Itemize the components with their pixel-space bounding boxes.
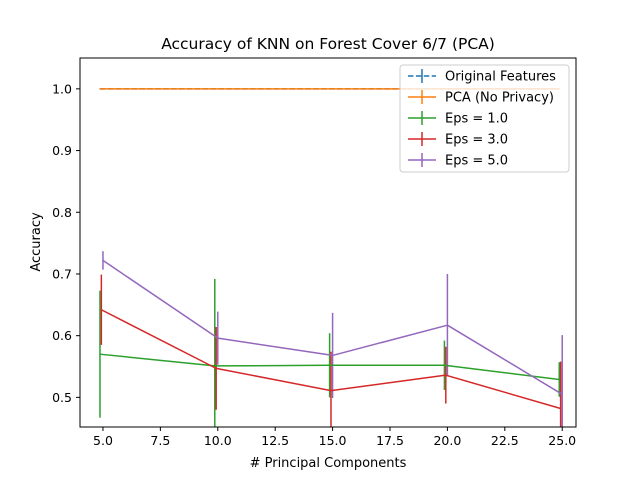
y-tick-label: 0.6: [52, 328, 72, 343]
x-tick-label: 7.5: [150, 433, 170, 448]
legend-label-eps-1-0: Eps = 1.0: [445, 112, 508, 127]
data-point-eps-3-0: [100, 309, 102, 311]
y-tick-label: 0.5: [52, 390, 72, 405]
data-point-eps-3-0: [215, 367, 217, 369]
y-tick-label: 1.0: [52, 81, 72, 96]
legend: Original Features PCA (No Privacy) Eps = 1…: [399, 64, 570, 173]
x-tick-label: 10.0: [204, 433, 232, 448]
y-axis-label: Accuracy: [29, 212, 44, 272]
x-axis-ticks: 5.0 7.5 10.0 12.5 15.0 17.5 20.0 22.5 25.0: [93, 427, 576, 448]
legend-label-pca-no-privacy: PCA (No Privacy): [445, 91, 554, 106]
legend-label-eps-3-0: Eps = 3.0: [445, 133, 508, 148]
data-point-eps-1-0: [329, 364, 331, 366]
x-tick-label: 5.0: [93, 433, 113, 448]
x-tick-label: 25.0: [548, 433, 576, 448]
x-tick-label: 15.0: [319, 433, 347, 448]
data-point-eps-1-0: [214, 365, 216, 367]
y-axis-ticks: 0.5 0.6 0.7 0.8 0.9 1.0: [52, 81, 80, 405]
y-tick-label: 0.8: [52, 205, 72, 220]
legend-label-eps-5-0: Eps = 5.0: [445, 154, 508, 169]
x-tick-label: 20.0: [433, 433, 461, 448]
data-point-eps-1-0: [99, 353, 101, 355]
data-point-eps-3-0: [560, 407, 562, 410]
data-point-pca-no-privacy: [99, 88, 101, 90]
x-tick-label: 17.5: [376, 433, 404, 448]
legend-label-original-features: Original Features: [445, 70, 556, 85]
data-point-eps-5-0: [446, 324, 449, 326]
data-point-eps-5-0: [331, 354, 334, 357]
data-point-eps-5-0: [102, 259, 104, 261]
data-point-eps-3-0: [445, 374, 447, 376]
data-point-eps-5-0: [217, 337, 219, 339]
data-point-eps-1-0: [558, 378, 560, 381]
data-point-pca-no-privacy: [329, 88, 331, 90]
legend-box: [399, 64, 570, 173]
data-point-eps-1-0: [443, 364, 446, 366]
y-tick-label: 0.7: [52, 266, 72, 281]
x-tick-label: 22.5: [491, 433, 519, 448]
data-point-eps-5-0: [561, 393, 563, 395]
chart-title: Accuracy of KNN on Forest Cover 6/7 (PCA…: [161, 35, 495, 53]
y-tick-label: 0.9: [52, 143, 72, 158]
plot-frame: [79, 57, 577, 428]
x-tick-label: 12.5: [261, 433, 289, 448]
data-point-eps-3-0: [330, 389, 332, 392]
data-point-pca-no-privacy: [214, 88, 216, 90]
x-axis-label: # Principal Components: [250, 456, 407, 471]
